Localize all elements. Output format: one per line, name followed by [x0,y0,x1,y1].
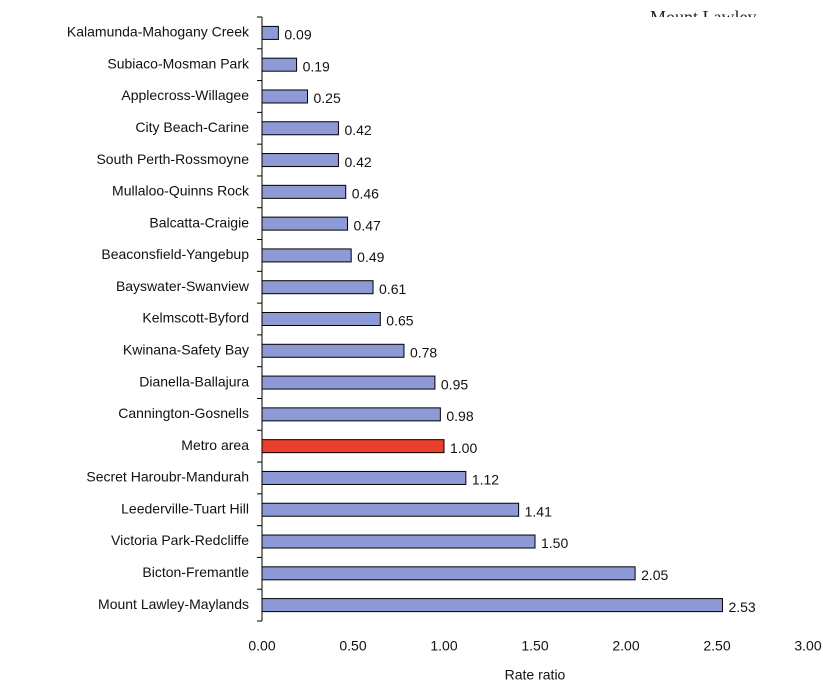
y-tick-label: Bicton-Fremantle [142,564,249,580]
value-label: 0.25 [314,90,341,106]
y-tick-label: Mullaloo-Quinns Rock [112,183,250,199]
y-tick-label: Kalamunda-Mahogany Creek [67,24,250,40]
value-label: 0.47 [354,217,381,233]
bar [261,312,381,326]
bar [261,89,308,104]
value-label: 1.50 [541,535,568,551]
bar [261,343,405,358]
x-tick-label: 1.50 [521,638,548,654]
bar [261,184,347,199]
y-tick-label: Dianella-Ballajura [139,373,249,389]
value-label: 0.98 [446,408,473,424]
x-tick-label: 2.50 [703,638,730,654]
bar [261,598,723,613]
y-tick-label: Mount Lawley-Maylands [98,596,249,612]
x-tick-label: 3.00 [794,638,821,654]
y-tick-label: Applecross-Willagee [121,87,249,103]
value-label: 0.09 [284,27,311,43]
value-label: 0.65 [386,313,413,329]
value-label: 1.00 [450,440,477,456]
value-label: 0.19 [303,58,330,74]
bar [261,566,636,581]
bar [261,375,436,390]
value-label: 2.05 [641,567,668,583]
y-tick-label: South Perth-Rossmoyne [96,151,249,167]
y-tick-label: Cannington-Gosnells [118,405,249,421]
value-label: 0.95 [441,376,468,392]
y-tick-label: Secret Haroubr-Mandurah [86,469,249,485]
bar [261,407,441,422]
value-label: 1.12 [472,472,499,488]
value-label: 0.42 [344,122,371,138]
bar [261,216,349,231]
bar [261,534,536,549]
bar [261,470,467,485]
value-label: 0.49 [357,249,384,265]
value-label: 0.61 [379,281,406,297]
y-tick-label: Bayswater-Swanview [116,278,250,294]
bar [261,280,374,295]
y-tick-label: Subiaco-Mosman Park [107,55,250,71]
bar [261,439,445,454]
x-tick-label: 2.00 [612,638,639,654]
value-label: 0.46 [352,186,379,202]
bar [261,502,520,517]
x-axis-label: Rate ratio [505,667,566,683]
value-label: 1.41 [525,503,552,519]
y-tick-label: Kwinana-Safety Bay [123,341,249,357]
y-tick-label: City Beach-Carine [135,119,249,135]
value-label: 2.53 [728,599,755,615]
bar [261,153,339,168]
bar [261,57,298,72]
y-tick-label: Balcatta-Craigie [149,214,249,230]
x-tick-label: 0.00 [248,638,275,654]
y-tick-label: Victoria Park-Redcliffe [111,532,249,548]
bar [261,248,352,263]
y-tick-label: Beaconsfield-Yangebup [101,246,249,262]
bar [261,121,339,136]
x-tick-label: 0.50 [339,638,366,654]
x-tick-label: 1.00 [430,638,457,654]
y-tick-label: Leederville-Tuart Hill [121,500,249,516]
y-tick-label: Metro area [181,437,249,453]
value-label: 0.42 [344,154,371,170]
y-tick-label: Kelmscott-Byford [142,310,249,326]
value-label: 0.78 [410,344,437,360]
bar [261,25,279,40]
